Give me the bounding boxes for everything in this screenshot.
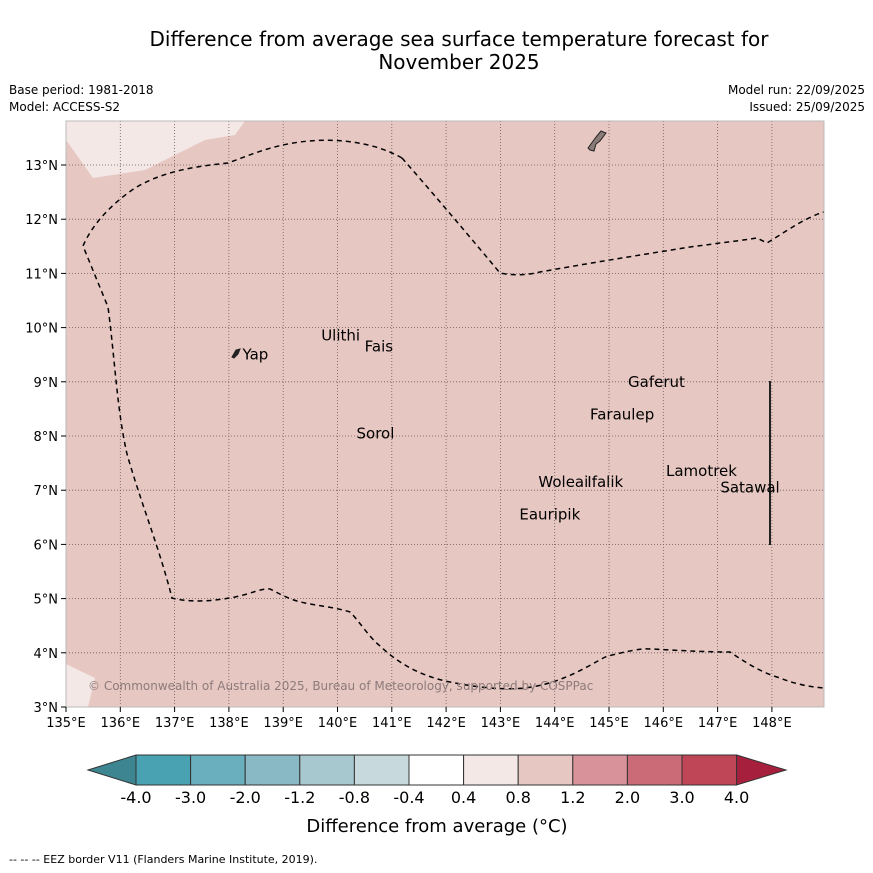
yap-island: [231, 348, 241, 359]
x-tick-label: 138°E: [209, 716, 249, 731]
colorbar-tick-label: 2.0: [615, 788, 640, 807]
y-axis: 3°N 4°N 5°N 6°N 7°N 8°N 9°N 10°N 11°N 12°N 13°N: [25, 159, 66, 716]
x-tick-label: 136°E: [101, 716, 141, 731]
eez-border: [82, 139, 825, 690]
colorbar-tick-label: -3.0: [175, 788, 206, 807]
y-tick-label: 6°N: [34, 538, 59, 553]
colorbar-segment: [353, 754, 410, 786]
colorbar-tick-label: -0.4: [393, 788, 424, 807]
colorbar-segment: [463, 754, 519, 786]
colorbar-tick-label: -2.0: [230, 788, 261, 807]
colorbar-tick-label: 0.4: [451, 788, 476, 807]
colorbar-tick-label: 1.2: [560, 788, 585, 807]
place-label: Woleai: [538, 473, 588, 491]
anomaly-patch-southwest: [66, 664, 95, 707]
colorbar-segment: [135, 754, 192, 786]
colorbar-label: Difference from average (°C): [306, 816, 567, 837]
y-tick-label: 10°N: [25, 322, 58, 337]
place-label: Fais: [365, 338, 394, 356]
map-frame: [65, 120, 825, 708]
x-tick-label: 142°E: [426, 716, 466, 731]
base-period: Base period: 1981-2018: [9, 83, 154, 97]
colorbar-extension-high: [736, 754, 788, 786]
anomaly-patch-north: [66, 121, 245, 178]
place-label: Lamotrek: [666, 462, 737, 480]
x-tick-label: 147°E: [698, 716, 738, 731]
x-axis: 135°E 136°E 137°E 138°E 139°E 140°E 141°E 142°E…: [46, 707, 792, 731]
colorbar-segment: [572, 754, 628, 786]
colorbar-segment: [299, 754, 355, 786]
copyright-text: © Commonwealth of Australia 2025, Bureau…: [88, 679, 593, 693]
place-label: Eauripik: [519, 506, 580, 524]
x-tick-label: 137°E: [155, 716, 195, 731]
y-tick-label: 5°N: [34, 593, 59, 608]
colorbar: -4.0 -3.0 -2.0 -1.2 -0.8 -0.4 0.4 0.8 1.2 2.0 3.0 4…: [86, 754, 788, 807]
gridlines: [66, 121, 824, 707]
title-line-1: Difference from average sea surface temp…: [149, 27, 769, 51]
place-label: Sorol: [357, 424, 395, 442]
place-label: Ifalik: [587, 473, 623, 491]
y-tick-label: 12°N: [25, 213, 58, 228]
eez-border-line: [82, 139, 825, 690]
y-tick-label: 11°N: [25, 267, 58, 282]
guam-island: [587, 130, 607, 152]
colorbar-extension-low: [86, 754, 137, 786]
colorbar-tick-label: -4.0: [120, 788, 151, 807]
y-tick-label: 9°N: [34, 376, 59, 391]
eez-border-line: [401, 157, 825, 276]
model-name: Model: ACCESS-S2: [9, 100, 121, 114]
place-labels: Yap Ulithi Fais Gaferut Faraulep Sorol Lamotre…: [241, 327, 779, 524]
colorbar-tick-label: -0.8: [339, 788, 370, 807]
chart-title: Difference from average sea surface temp…: [60, 28, 858, 74]
x-tick-label: 139°E: [263, 716, 303, 731]
place-label: Gaferut: [628, 373, 685, 391]
place-label: Ulithi: [321, 327, 360, 345]
x-tick-label: 135°E: [46, 716, 86, 731]
place-label: Faraulep: [590, 405, 654, 423]
x-tick-label: 141°E: [372, 716, 412, 731]
colorbar-segment: [190, 754, 246, 786]
colorbar-segment: [681, 754, 738, 786]
y-tick-label: 7°N: [34, 484, 59, 499]
colorbar-segment: [408, 754, 465, 786]
y-tick-label: 3°N: [34, 701, 59, 716]
colorbar-segment: [517, 754, 574, 786]
x-tick-label: 144°E: [535, 716, 575, 731]
colorbar-tick-label: 0.8: [505, 788, 530, 807]
footer-note: -- -- -- EEZ border V11 (Flanders Marine…: [9, 853, 318, 866]
x-tick-label: 145°E: [589, 716, 629, 731]
colorbar-segment: [626, 754, 683, 786]
issued-date: Issued: 25/09/2025: [749, 100, 865, 114]
x-tick-label: 140°E: [318, 716, 358, 731]
y-tick-label: 13°N: [25, 159, 58, 174]
model-run: Model run: 22/09/2025: [727, 83, 865, 97]
y-tick-label: 8°N: [34, 430, 59, 445]
map-background: [66, 121, 824, 707]
colorbar-tick-label: 4.0: [724, 788, 749, 807]
x-tick-label: 148°E: [752, 716, 792, 731]
y-tick-label: 4°N: [34, 647, 59, 662]
colorbar-tick-label: 3.0: [669, 788, 694, 807]
colorbar-tick-label: -1.2: [284, 788, 315, 807]
place-label: Satawal: [720, 478, 779, 496]
x-tick-label: 146°E: [644, 716, 684, 731]
x-tick-label: 143°E: [481, 716, 521, 731]
colorbar-segment: [244, 754, 301, 786]
title-line-2: November 2025: [378, 50, 540, 74]
place-label: Yap: [241, 346, 268, 364]
